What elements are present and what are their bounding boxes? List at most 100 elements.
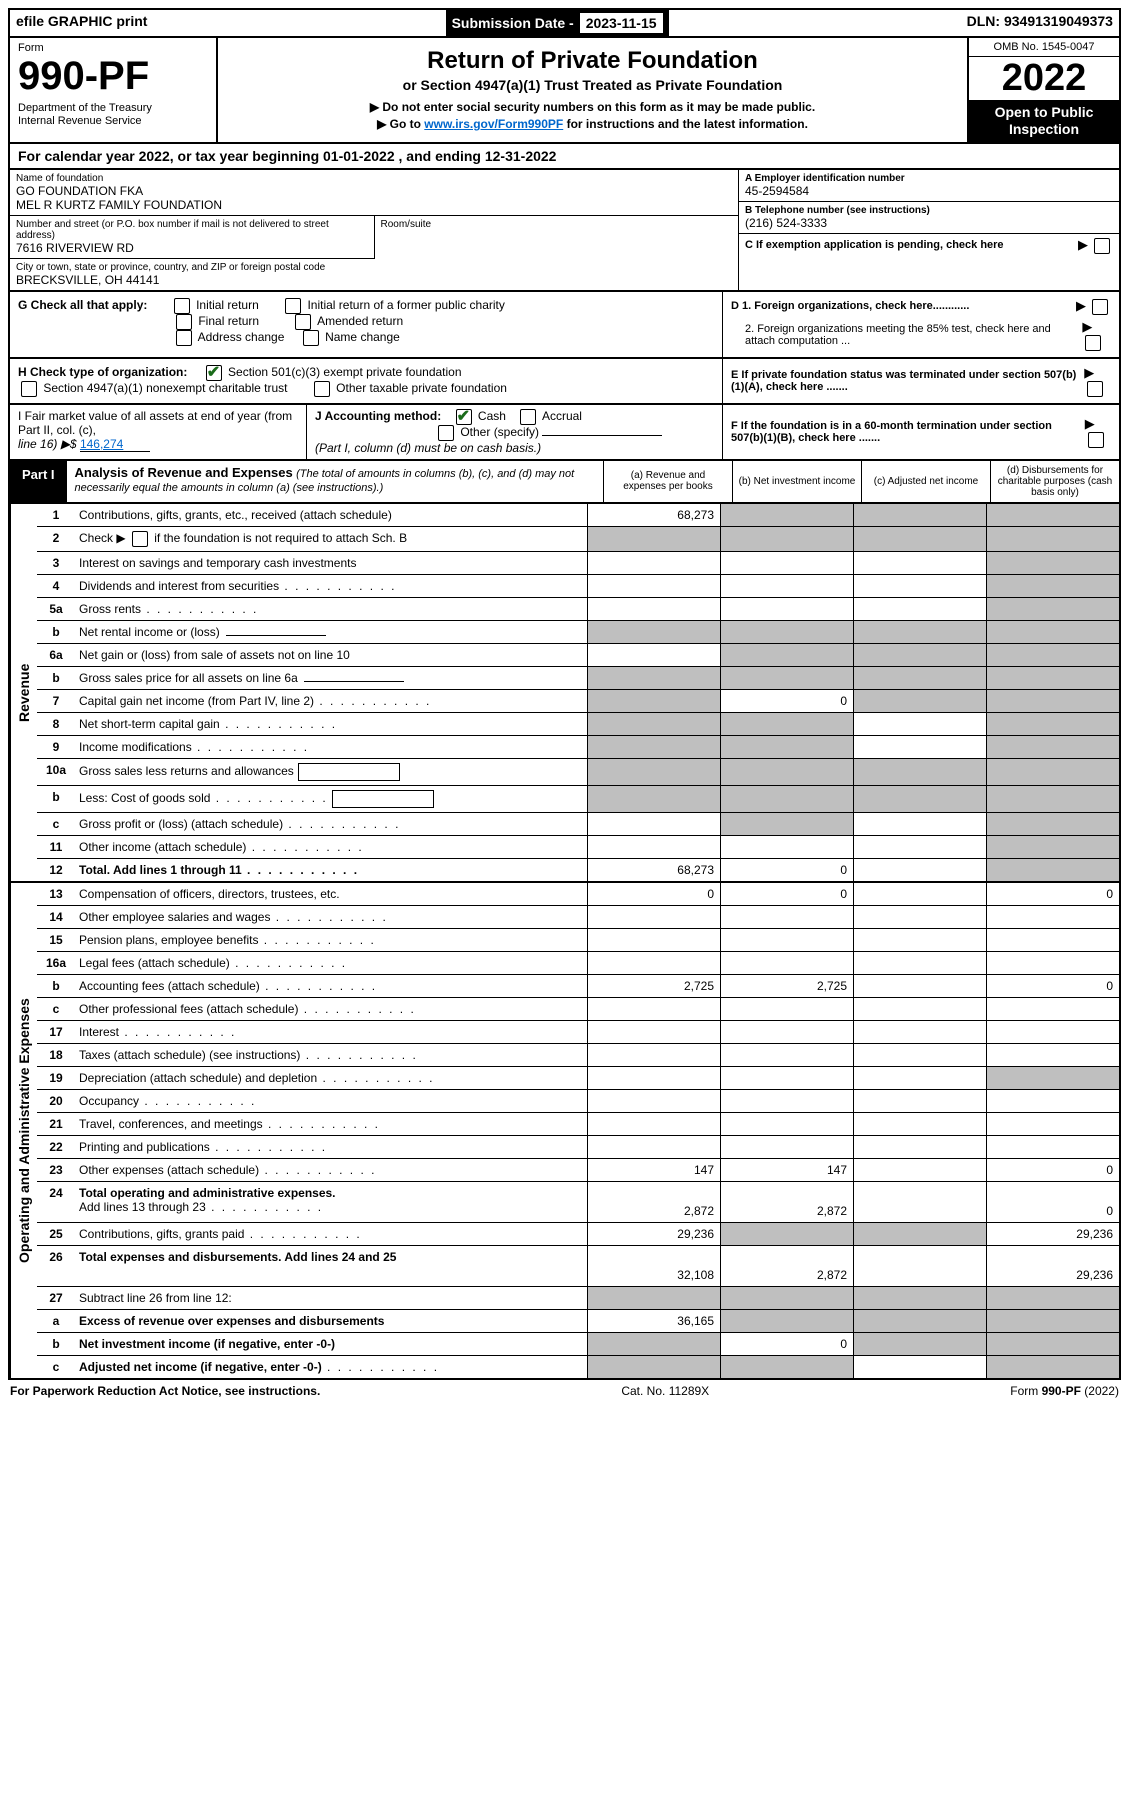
h-501c3-checkbox[interactable] <box>206 365 222 381</box>
val-a <box>587 759 720 785</box>
val-b <box>720 1113 853 1135</box>
val-a <box>587 575 720 597</box>
row-label: Taxes (attach schedule) (see instruction… <box>75 1044 587 1066</box>
g-label: G Check all that apply: <box>18 298 147 312</box>
e-checkbox[interactable] <box>1087 381 1103 397</box>
val-a <box>587 998 720 1020</box>
val-d <box>986 713 1119 735</box>
row-17: 17 Interest <box>37 1021 1119 1044</box>
lbl: Interest <box>79 1025 119 1039</box>
j-other-checkbox[interactable] <box>438 425 454 441</box>
val-a <box>587 736 720 758</box>
val-d <box>986 786 1119 812</box>
info-block: Name of foundation GO FOUNDATION FKA MEL… <box>8 170 1121 292</box>
row-num: 26 <box>37 1246 75 1286</box>
row-label: Interest on savings and temporary cash i… <box>75 552 587 574</box>
row-16a: 16a Legal fees (attach schedule) <box>37 952 1119 975</box>
row-num: 25 <box>37 1223 75 1245</box>
val-d <box>986 690 1119 712</box>
val-d <box>986 1356 1119 1378</box>
row-num: 8 <box>37 713 75 735</box>
g-initial-former-checkbox[interactable] <box>285 298 301 314</box>
h-4947-checkbox[interactable] <box>21 381 37 397</box>
submission-label: Submission Date - <box>452 15 574 31</box>
val-c <box>853 786 986 812</box>
instr-1: ▶ Do not enter social security numbers o… <box>228 99 957 116</box>
d2-checkbox[interactable] <box>1085 335 1101 351</box>
lbl: Travel, conferences, and meetings <box>79 1117 263 1131</box>
val-b: 2,872 <box>720 1182 853 1222</box>
row-23: 23 Other expenses (attach schedule) 1471… <box>37 1159 1119 1182</box>
calendar-year-line: For calendar year 2022, or tax year begi… <box>8 144 1121 170</box>
val-d <box>986 759 1119 785</box>
row-10a: 10a Gross sales less returns and allowan… <box>37 759 1119 786</box>
val-a <box>587 929 720 951</box>
row-num: 11 <box>37 836 75 858</box>
row-label: Net short-term capital gain <box>75 713 587 735</box>
val-c <box>853 1113 986 1135</box>
row-num: 27 <box>37 1287 75 1309</box>
lbl: Other expenses (attach schedule) <box>79 1163 259 1177</box>
g-address-label: Address change <box>198 330 285 344</box>
footer-form-num: 990-PF <box>1042 1384 1081 1398</box>
expenses-side-label: Operating and Administrative Expenses <box>10 883 37 1378</box>
f-checkbox[interactable] <box>1088 432 1104 448</box>
g-initial-checkbox[interactable] <box>174 298 190 314</box>
val-a <box>587 527 720 551</box>
row-12: 12 Total. Add lines 1 through 11 68,2730 <box>37 859 1119 881</box>
g-final-checkbox[interactable] <box>176 314 192 330</box>
instr-2: ▶ Go to www.irs.gov/Form990PF for instru… <box>228 116 957 133</box>
val-c <box>853 975 986 997</box>
instructions-link[interactable]: www.irs.gov/Form990PF <box>424 117 563 131</box>
val-d <box>986 998 1119 1020</box>
j-note: (Part I, column (d) must be on cash basi… <box>315 441 541 455</box>
val-c <box>853 736 986 758</box>
e-label: E If private foundation status was termi… <box>731 369 1084 393</box>
f-label: F If the foundation is in a 60-month ter… <box>731 420 1085 444</box>
c-checkbox[interactable] <box>1094 238 1110 254</box>
room-cell: Room/suite <box>374 216 739 259</box>
val-b <box>720 552 853 574</box>
val-d <box>986 906 1119 928</box>
top-bar: efile GRAPHIC print Submission Date - 20… <box>8 8 1121 38</box>
val-b <box>720 1223 853 1245</box>
foundation-name-2: MEL R KURTZ FAMILY FOUNDATION <box>16 198 732 212</box>
lbl: Gross sales price for all assets on line… <box>79 671 298 685</box>
row-11: 11 Other income (attach schedule) <box>37 836 1119 859</box>
row-label: Capital gain net income (from Part IV, l… <box>75 690 587 712</box>
val-d <box>986 598 1119 620</box>
h-4947-label: Section 4947(a)(1) nonexempt charitable … <box>43 381 287 395</box>
val-d: 0 <box>986 883 1119 905</box>
foundation-name-1: GO FOUNDATION FKA <box>16 184 732 198</box>
row-label: Gross profit or (loss) (attach schedule) <box>75 813 587 835</box>
val-d <box>986 1113 1119 1135</box>
fmv-value-link[interactable]: 146,274 <box>80 437 150 452</box>
g-name-checkbox[interactable] <box>303 330 319 346</box>
j-cash-checkbox[interactable] <box>456 409 472 425</box>
lbl: Adjusted net income (if negative, enter … <box>79 1360 322 1374</box>
j-accrual-checkbox[interactable] <box>520 409 536 425</box>
row-16b: b Accounting fees (attach schedule) 2,72… <box>37 975 1119 998</box>
row-22: 22 Printing and publications <box>37 1136 1119 1159</box>
val-b <box>720 713 853 735</box>
val-d <box>986 859 1119 881</box>
i-j-f-section: I Fair market value of all assets at end… <box>8 405 1121 461</box>
val-a: 68,273 <box>587 859 720 881</box>
d1-checkbox[interactable] <box>1092 299 1108 315</box>
row-3: 3 Interest on savings and temporary cash… <box>37 552 1119 575</box>
nested-box <box>304 681 404 682</box>
row-label: Gross sales price for all assets on line… <box>75 667 587 689</box>
r2-checkbox[interactable] <box>132 531 148 547</box>
val-d: 0 <box>986 975 1119 997</box>
g-address-checkbox[interactable] <box>176 330 192 346</box>
city-label: City or town, state or province, country… <box>16 262 732 273</box>
h-other-checkbox[interactable] <box>314 381 330 397</box>
row-num: 22 <box>37 1136 75 1158</box>
row-num: 5a <box>37 598 75 620</box>
val-d <box>986 1287 1119 1309</box>
g-amended-checkbox[interactable] <box>295 314 311 330</box>
form-header: Form 990-PF Department of the Treasury I… <box>8 38 1121 144</box>
lbl: Printing and publications <box>79 1140 210 1154</box>
val-a: 2,872 <box>587 1182 720 1222</box>
header-right: OMB No. 1545-0047 2022 Open to Public In… <box>967 38 1119 142</box>
